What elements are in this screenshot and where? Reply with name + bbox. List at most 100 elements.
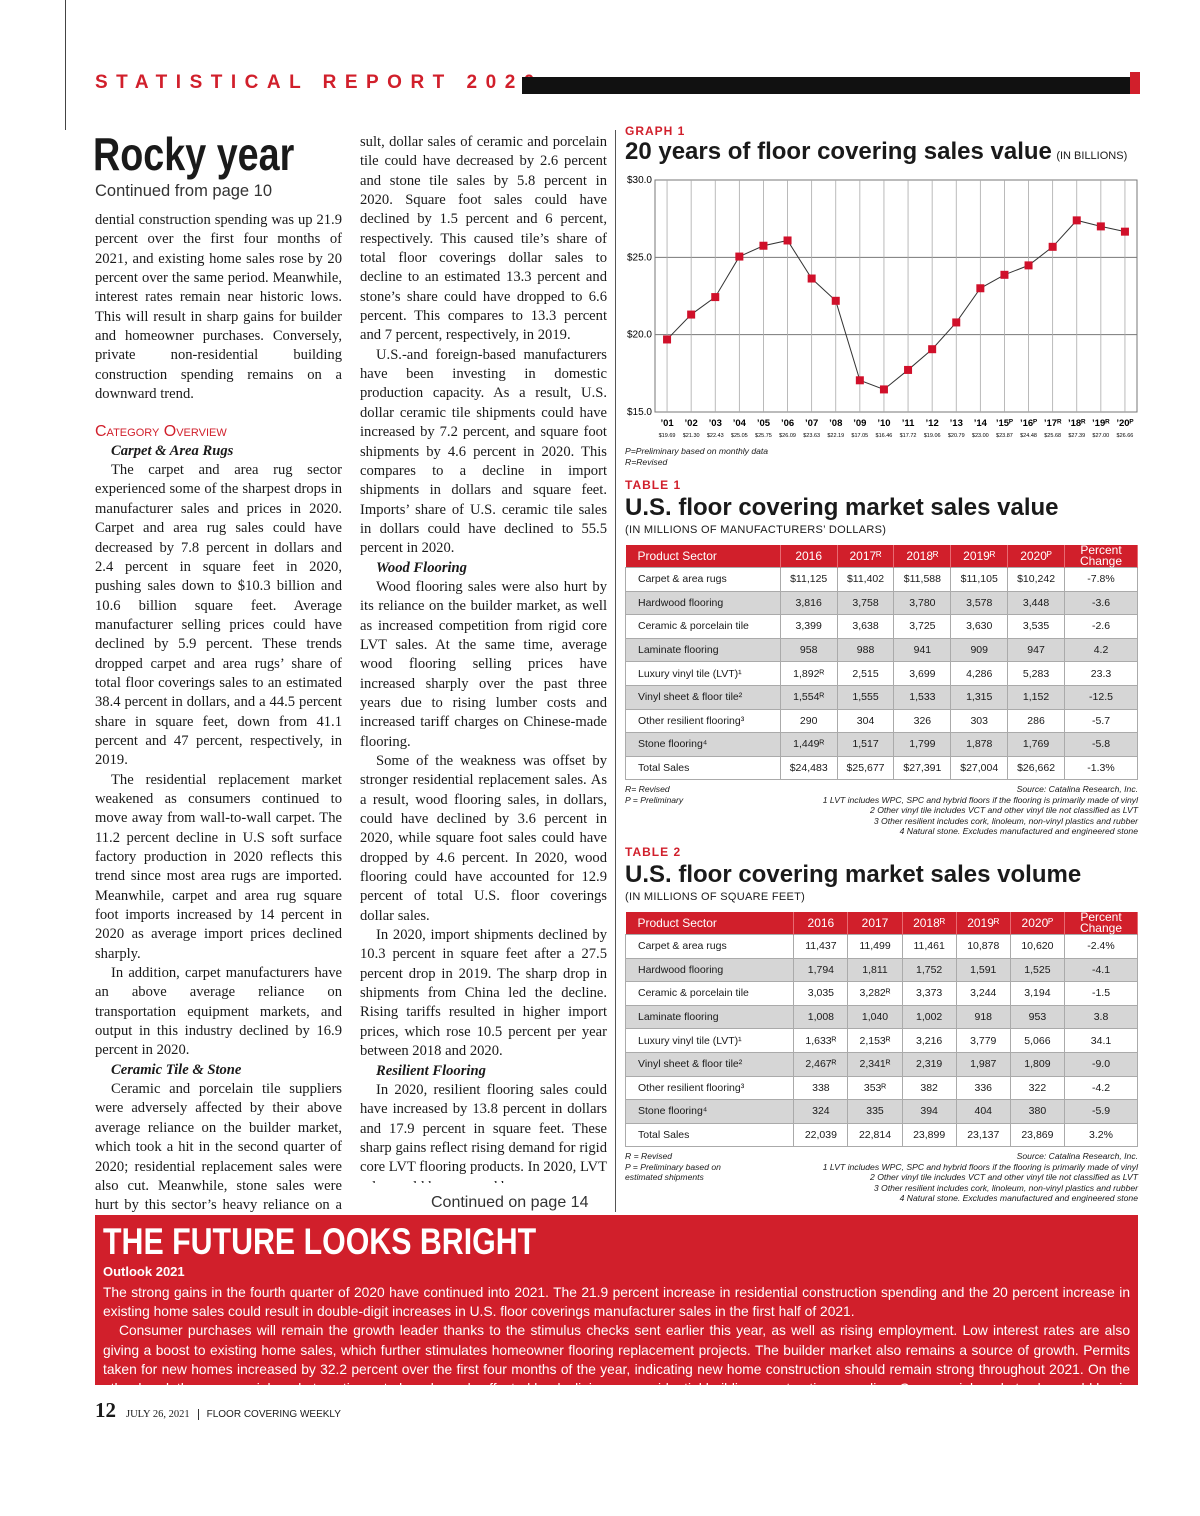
table-cell: 3,578 — [950, 590, 1009, 616]
subheading: Wood Flooring — [376, 559, 467, 576]
table-cell: 1,152 — [1007, 684, 1065, 710]
table-cell: 1,892ᴿ — [779, 661, 838, 686]
table-cell: 303 — [950, 708, 1009, 734]
note: 3 Other resilient includes cork, linoleu… — [873, 1182, 1138, 1193]
table-cell: 3,282ᴿ — [847, 981, 903, 1006]
header-cell: Percent Change — [1064, 544, 1138, 568]
table-cell: 3,699 — [893, 661, 952, 686]
table-cell: 1,591 — [955, 957, 1011, 983]
graph-title: 20 years of floor covering sales value — [625, 138, 1052, 165]
data-point — [759, 241, 768, 250]
x-tick-label: ’20ᴾ — [1116, 418, 1133, 429]
table-cell: 1,878 — [950, 732, 1009, 757]
data-point — [831, 296, 840, 305]
table-row: Hardwood flooring 3,816 3,758 3,780 3,578 3,4… — [625, 590, 1138, 616]
table-title: U.S. floor covering market sales volume — [625, 861, 1082, 888]
paragraph: In addition, carpet manufacturers have a… — [95, 965, 342, 1059]
article-title: Rocky year — [93, 128, 295, 180]
header-cell: 2020ᴾ — [1007, 545, 1065, 568]
table-cell: $10,242 — [1007, 567, 1065, 592]
header-cell: 2019ᴿ — [950, 545, 1009, 568]
note: 3 Other resilient includes cork, linoleu… — [873, 815, 1138, 826]
table-cell: -3.6 — [1064, 590, 1138, 616]
table-cell: 382 — [901, 1075, 957, 1101]
table-cell: 2,341ᴿ — [847, 1051, 903, 1077]
table-cell: 336 — [955, 1075, 1011, 1101]
x-tick-label: ’08 — [829, 418, 842, 429]
data-point — [855, 376, 864, 385]
table-cell: $27,004 — [950, 755, 1009, 781]
table-cell: 1,517 — [836, 732, 895, 757]
note: 1 LVT includes WPC, SPC and hybrid floor… — [822, 1161, 1138, 1172]
x-tick-label: ’17ᴿ — [1044, 418, 1062, 429]
table-cell: 338 — [793, 1075, 849, 1101]
header-cell: Product Sector — [625, 912, 795, 935]
x-tick-label: ’02 — [685, 418, 698, 429]
x-tick-label: ’14 — [974, 418, 988, 429]
table-cell: Ceramic & porcelain tile — [624, 981, 795, 1006]
table-cell: -4.2 — [1064, 1075, 1138, 1101]
table-cell: 1,449ᴿ — [779, 732, 838, 757]
paragraph: The residential replacement market weake… — [95, 771, 342, 962]
value-label: $26.09 — [779, 433, 796, 439]
graph-note: P=Preliminary based on monthly data — [625, 446, 769, 456]
graph: $15.0 $20.0 $25.0 $30.0 ’01 $19.69 ’02 $21.30 ’0… — [627, 175, 1138, 439]
table-row: Luxury vinyl tile (LVT)¹ 1,633ᴿ 2,153ᴿ 3,21… — [624, 1028, 1138, 1053]
table-cell: 11,437 — [793, 934, 849, 959]
value-label: $22.43 — [707, 433, 724, 439]
data-line — [666, 219, 1126, 390]
table-row: Luxury vinyl tile (LVT)¹ 1,892ᴿ 2,515 3,699… — [625, 661, 1138, 686]
header-cell: 2020ᴾ — [1010, 912, 1066, 935]
table-cell: Stone flooring⁴ — [624, 1099, 795, 1124]
x-tick-label: ’09 — [853, 418, 866, 429]
note: Source: Catalina Research, Inc. — [1016, 1151, 1138, 1162]
y-tick-label: $25.0 — [627, 252, 652, 263]
continued-on: Continued on page 14 — [431, 1194, 589, 1211]
table-cell: Other resilient flooring³ — [624, 1075, 795, 1101]
sidebar-paragraph: The strong gains in the fourth quarter o… — [103, 1285, 1130, 1320]
table-cell: 1,555 — [836, 684, 895, 710]
table-cell: 3,194 — [1009, 981, 1066, 1006]
table-cell: 3,535 — [1007, 614, 1065, 639]
table-label: TABLE 1 — [625, 478, 682, 492]
data-point — [1000, 270, 1009, 279]
table-cell: 23,869 — [1009, 1122, 1066, 1148]
note: Source: Catalina Research, Inc. — [1016, 784, 1138, 795]
table-row: Vinyl sheet & floor tile² 1,554ᴿ 1,555 1,53… — [625, 684, 1138, 710]
table-cell: Laminate flooring — [624, 1004, 795, 1030]
table-cell: 22,039 — [793, 1122, 849, 1148]
graph-notes: P=Preliminary based on monthly data R=Re… — [625, 446, 768, 467]
paragraph: In 2020, resilient flooring sales could … — [360, 1081, 607, 1183]
data-point — [711, 293, 720, 302]
header-row: Product Sector 2016 2017 2018ᴿ 2019ᴿ 2020ᴾ Per… — [625, 911, 1138, 935]
table-cell: 5,066 — [1009, 1028, 1066, 1053]
note: 4 Natural stone. Excludes manufactured a… — [899, 826, 1138, 837]
table-cell: 34.1 — [1064, 1028, 1138, 1053]
table-cell: $25,677 — [836, 755, 895, 781]
note: 2 Other vinyl tile includes VCT and othe… — [870, 805, 1138, 816]
value-label: $17.05 — [851, 433, 868, 439]
table-cell: 1,794 — [793, 957, 849, 983]
x-tick-label: ’06 — [781, 418, 794, 429]
sidebar-body: The strong gains in the fourth quarter o… — [103, 1283, 1130, 1417]
y-tick-label: $20.0 — [627, 330, 652, 341]
table-cell: -5.9 — [1064, 1099, 1138, 1124]
table-cell: 4,286 — [950, 661, 1009, 686]
header-cell: 2017 — [847, 912, 903, 935]
table-cell: 3,399 — [779, 614, 838, 639]
table-cell: $26,662 — [1007, 755, 1065, 781]
table-cell: 1,525 — [1009, 957, 1066, 983]
data-point — [1048, 242, 1057, 251]
table-row: Laminate flooring 958 988 941 909 947 4.2 — [625, 637, 1138, 663]
table-cell: 1,987 — [955, 1051, 1011, 1077]
data-point — [663, 335, 672, 344]
table-cell: 4.2 — [1064, 637, 1138, 663]
table-cell: 394 — [901, 1099, 957, 1124]
data-point — [783, 236, 792, 245]
table-cell: 1,811 — [847, 957, 903, 983]
graph-label: GRAPH 1 — [625, 124, 686, 138]
header-cell: 2018ᴿ — [902, 912, 957, 935]
table-row: Hardwood flooring 1,794 1,811 1,752 1,591 1,5… — [624, 957, 1138, 983]
